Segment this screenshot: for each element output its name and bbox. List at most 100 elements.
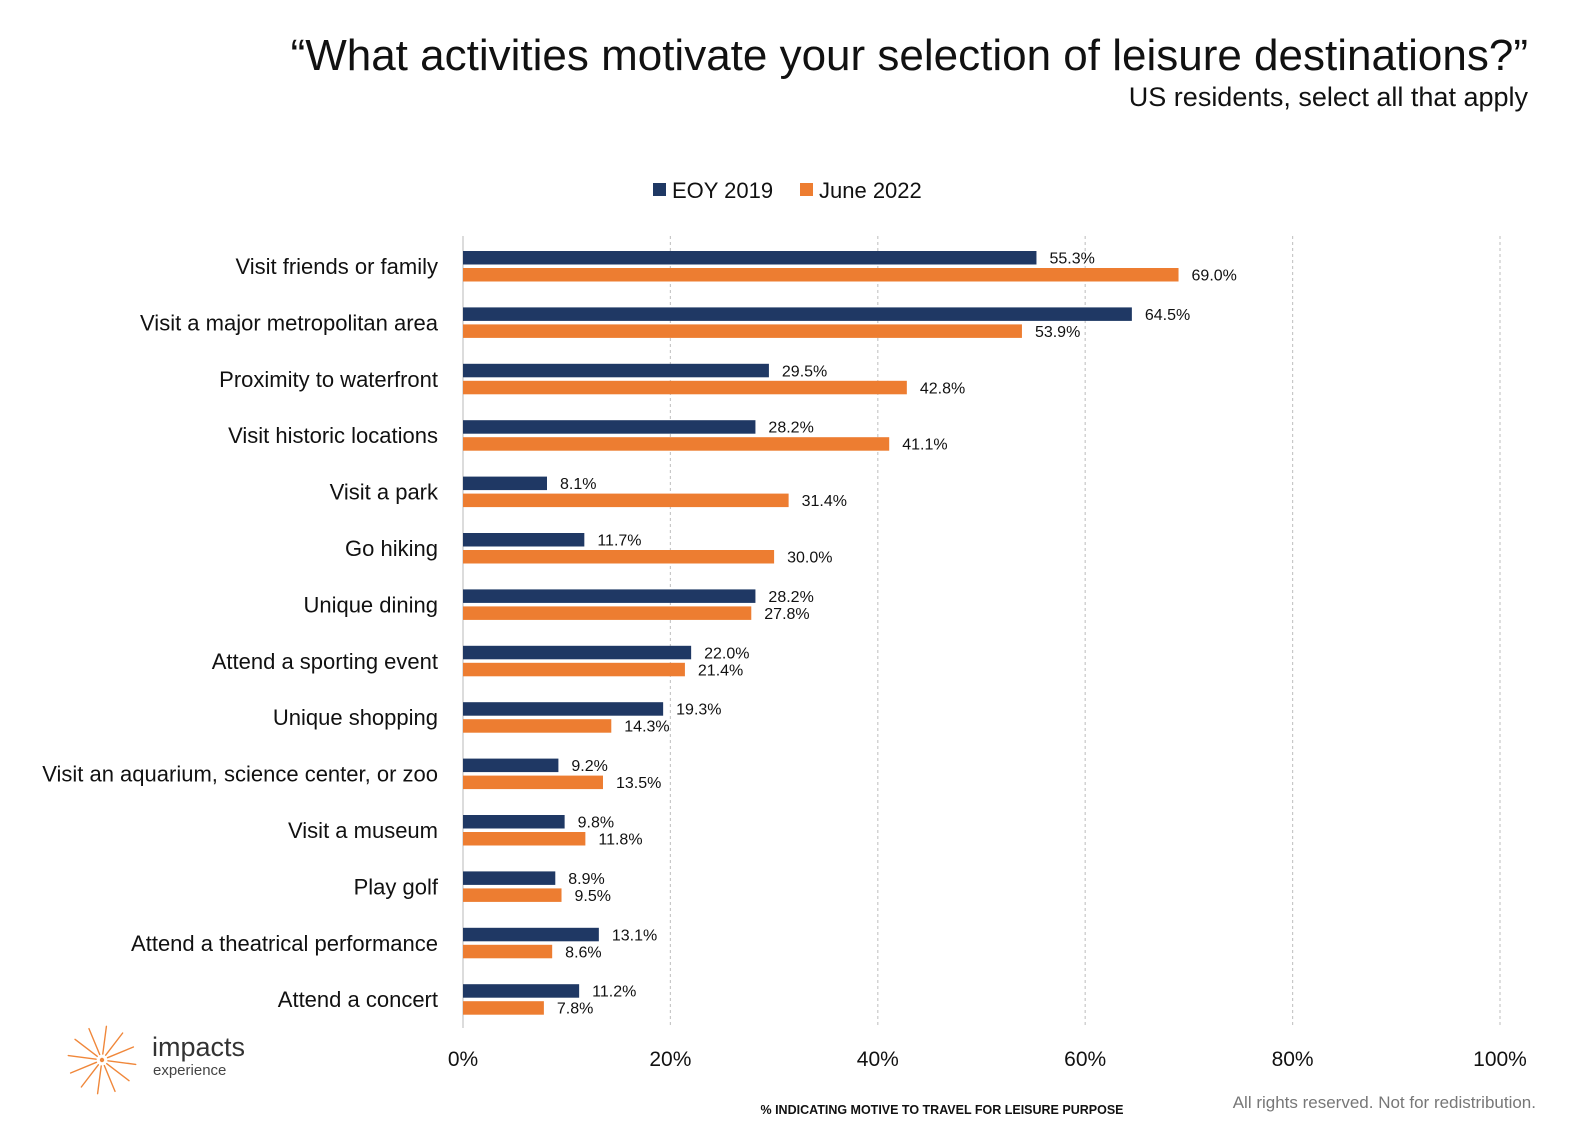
category-label: Attend a concert xyxy=(278,987,438,1012)
starburst-ray xyxy=(107,1060,137,1066)
bar xyxy=(463,307,1132,321)
data-label: 7.8% xyxy=(557,1001,593,1018)
bar xyxy=(463,380,907,395)
data-label: 22.0% xyxy=(704,645,749,662)
data-label: 21.4% xyxy=(698,662,743,679)
x-tick-label: 80% xyxy=(1272,1048,1314,1071)
legend-swatch xyxy=(653,183,666,196)
bar xyxy=(463,832,586,846)
data-label: 14.3% xyxy=(624,719,669,736)
x-tick-label: 100% xyxy=(1473,1048,1527,1071)
category-label: Visit friends or family xyxy=(235,254,438,279)
chart-title: “What activities motivate your selection… xyxy=(290,31,1528,80)
bar xyxy=(463,984,580,998)
bar xyxy=(463,251,1037,265)
data-label: 9.8% xyxy=(578,815,614,832)
category-label: Unique dining xyxy=(303,592,438,617)
category-label: Play golf xyxy=(354,874,439,899)
data-label: 19.3% xyxy=(676,702,721,719)
category-label: Visit a museum xyxy=(288,818,438,843)
category-label: Proximity to waterfront xyxy=(219,367,438,392)
category-label: Visit an aquarium, science center, or zo… xyxy=(42,762,438,787)
starburst-ray xyxy=(103,1064,116,1093)
x-tick-label: 0% xyxy=(448,1048,478,1071)
data-label: 9.2% xyxy=(571,758,607,775)
category-label: Go hiking xyxy=(345,536,438,561)
logo-wordmark: impacts xyxy=(152,1032,246,1062)
starburst-ray xyxy=(96,1065,102,1095)
category-label: Visit a park xyxy=(330,480,439,505)
bar xyxy=(463,363,769,378)
starburst-ray xyxy=(106,1046,135,1059)
starburst-ray xyxy=(74,1038,98,1058)
category-label: Visit historic locations xyxy=(228,423,438,448)
data-label: 31.4% xyxy=(802,493,847,510)
starburst-ray xyxy=(88,1027,101,1056)
data-label: 64.5% xyxy=(1145,307,1190,324)
data-label: 29.5% xyxy=(782,363,827,380)
impacts-logo: impacts experience xyxy=(64,1018,264,1102)
bar xyxy=(463,533,585,547)
bar xyxy=(463,758,559,773)
legend-swatch xyxy=(800,183,813,196)
bar xyxy=(463,606,752,620)
bar xyxy=(463,662,685,677)
bar xyxy=(463,871,556,885)
data-label: 28.2% xyxy=(768,589,813,606)
chart-subtitle: US residents, select all that apply xyxy=(1128,82,1528,112)
starburst-ray xyxy=(69,1061,98,1074)
x-tick-label: 40% xyxy=(857,1048,899,1071)
legend-label: June 2022 xyxy=(819,178,922,203)
category-label: Visit a major metropolitan area xyxy=(140,310,439,335)
bar xyxy=(463,927,599,942)
x-tick-label: 60% xyxy=(1064,1048,1106,1071)
starburst-ray xyxy=(104,1032,124,1056)
category-label: Attend a theatrical performance xyxy=(131,931,438,956)
bar xyxy=(463,815,565,829)
data-label: 8.9% xyxy=(568,871,604,888)
bar xyxy=(463,420,756,434)
starburst-ray xyxy=(106,1062,130,1082)
bar xyxy=(463,476,547,491)
bar xyxy=(463,719,612,733)
logo-subtext: experience xyxy=(153,1062,227,1079)
data-label: 11.7% xyxy=(597,533,641,550)
data-label: 11.2% xyxy=(592,984,636,1001)
starburst-ray xyxy=(80,1064,100,1088)
bar xyxy=(463,324,1022,338)
data-label: 30.0% xyxy=(787,550,832,567)
starburst-ray xyxy=(102,1025,108,1055)
bar xyxy=(463,944,553,959)
data-label: 53.9% xyxy=(1035,324,1080,341)
bar xyxy=(463,493,789,508)
bar xyxy=(463,645,692,660)
starburst-icon xyxy=(67,1025,137,1095)
data-label: 27.8% xyxy=(764,606,809,623)
data-label: 13.5% xyxy=(616,775,661,792)
x-tick-label: 20% xyxy=(649,1048,691,1071)
data-label: 41.1% xyxy=(902,437,947,454)
category-label: Attend a sporting event xyxy=(212,649,438,674)
data-label: 13.1% xyxy=(612,927,657,944)
copyright-note: All rights reserved. Not for redistribut… xyxy=(1232,1093,1536,1112)
data-label: 11.8% xyxy=(598,832,642,849)
category-label: Unique shopping xyxy=(273,705,438,730)
bar xyxy=(463,589,756,603)
data-label: 9.5% xyxy=(575,888,611,905)
bar xyxy=(463,1001,544,1015)
starburst-ray xyxy=(67,1054,97,1060)
data-label: 8.6% xyxy=(565,944,601,961)
bar xyxy=(463,888,562,902)
data-label: 8.1% xyxy=(560,476,596,493)
bar xyxy=(463,550,775,564)
data-label: 42.8% xyxy=(920,380,965,397)
legend-label: EOY 2019 xyxy=(672,178,773,203)
x-axis-title: % INDICATING MOTIVE TO TRAVEL FOR LEISUR… xyxy=(761,1103,1124,1117)
data-label: 69.0% xyxy=(1192,268,1237,285)
data-label: 28.2% xyxy=(768,420,813,437)
bar xyxy=(463,775,603,790)
data-label: 55.3% xyxy=(1049,251,1094,268)
bar xyxy=(463,702,664,716)
bar xyxy=(463,268,1179,282)
